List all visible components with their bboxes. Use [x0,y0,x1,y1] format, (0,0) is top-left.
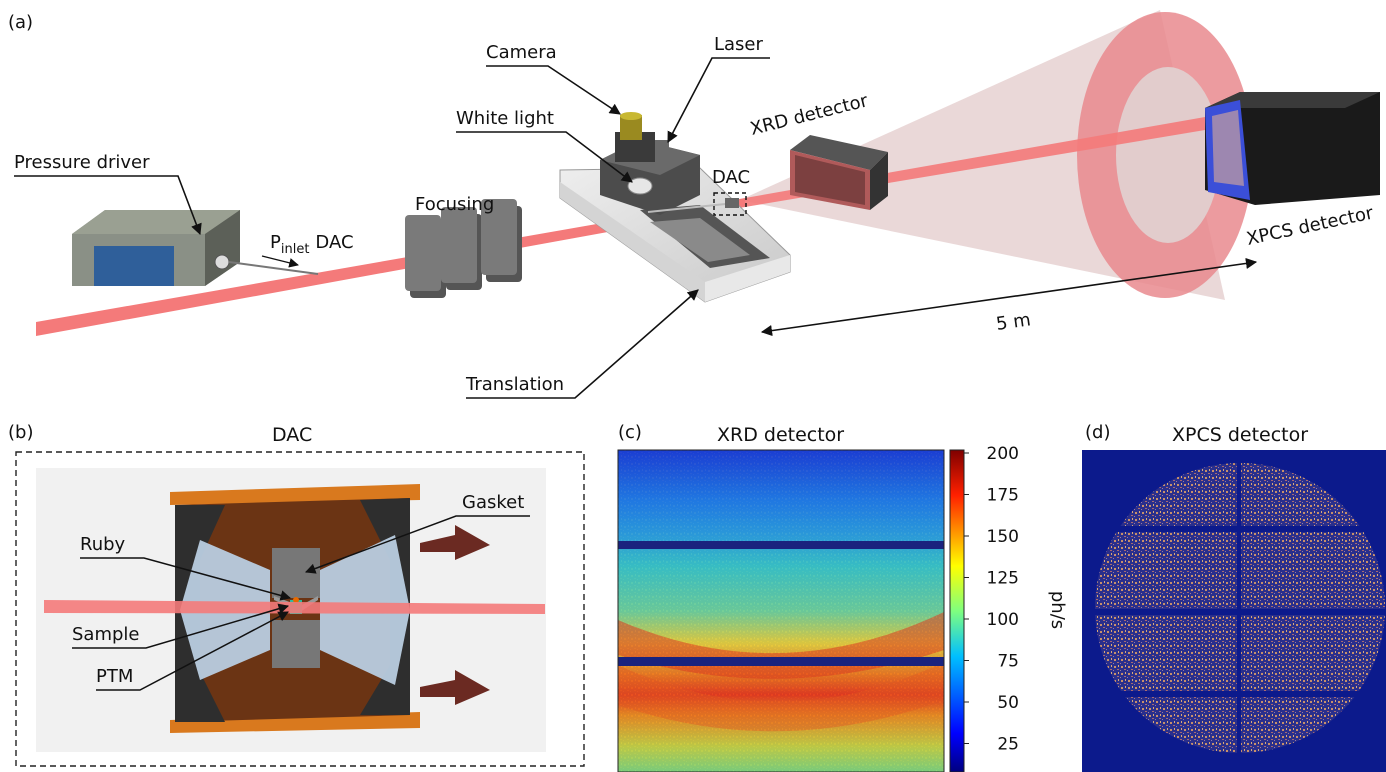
colorbar-tick-label: 150 [987,527,1019,547]
xpcs-map [1082,450,1386,772]
focusing-optics [405,199,522,298]
colorbar-tick-label: 175 [987,486,1019,506]
panel-label-b: (b) [8,422,33,443]
camera-label: Camera [486,42,557,63]
panel-label-d: (d) [1085,422,1110,443]
colorbar-tick-label: 25 [997,735,1019,755]
pressure-driver-label: Pressure driver [14,152,150,173]
colorbar-tick-label: 125 [987,569,1019,589]
distance-arrow [760,257,1258,337]
xrd-map-title: XRD detector [717,424,844,446]
xpcs-detector-label: XPCS detector [1245,202,1376,249]
dac-cell [725,198,739,208]
colorbar-label: ph/s [1047,591,1068,629]
translation-leader [466,289,699,399]
force-arrow-top [420,525,490,560]
xrd-gap-top [618,541,944,549]
ruby-label: Ruby [80,534,126,555]
scatter-ring-hole [1116,67,1220,243]
optics-block [600,112,736,215]
ruby-leader [80,557,292,601]
p-inlet-arrow [261,255,299,268]
colorbar [949,449,965,772]
sample-label: Sample [72,624,140,645]
panel-label-a: (a) [8,12,33,33]
white-light-label: White light [456,108,554,129]
dac-detail-title: DAC [272,424,312,446]
ptm-leader [96,611,289,691]
x-ray-beam [36,198,745,336]
dac-box [713,192,747,216]
dac-label: DAC [712,167,750,188]
focusing-label: Focusing [415,194,494,215]
dac-detail-frame [15,451,585,767]
colorbar-tick-label: 200 [987,444,1019,464]
camera-leader [486,65,621,115]
p-inlet-label: Pinlet DAC [270,232,354,257]
xrd-detector-label: XRD detector [748,90,871,140]
gasket-label: Gasket [462,492,524,513]
force-arrow-bottom [420,670,490,705]
translation-label: Translation [465,374,564,395]
colorbar-tick-label: 50 [997,693,1019,713]
sample-leader [72,603,290,649]
laser-leader [667,57,770,143]
xrd-map [617,449,945,772]
colorbar-tick-label: 75 [997,652,1019,672]
ptm-label: PTM [96,666,133,687]
dac-detail-beam [44,600,545,614]
pressure-driver-leader [14,175,202,236]
xpcs-map-title: XPCS detector [1172,424,1308,446]
colorbar-ticks: 200 175 150 125 100 75 50 25 [964,444,1019,755]
white-light-leader [456,131,633,183]
xrd-detector [790,135,888,210]
laser-label: Laser [714,34,764,55]
colorbar-tick-label: 100 [987,610,1019,630]
xpcs-detector [1205,92,1380,205]
gasket-leader [305,515,530,574]
distance-label: 5 m [995,309,1032,335]
panel-label-c: (c) [618,422,642,443]
xrd-gap-bottom [618,657,944,666]
